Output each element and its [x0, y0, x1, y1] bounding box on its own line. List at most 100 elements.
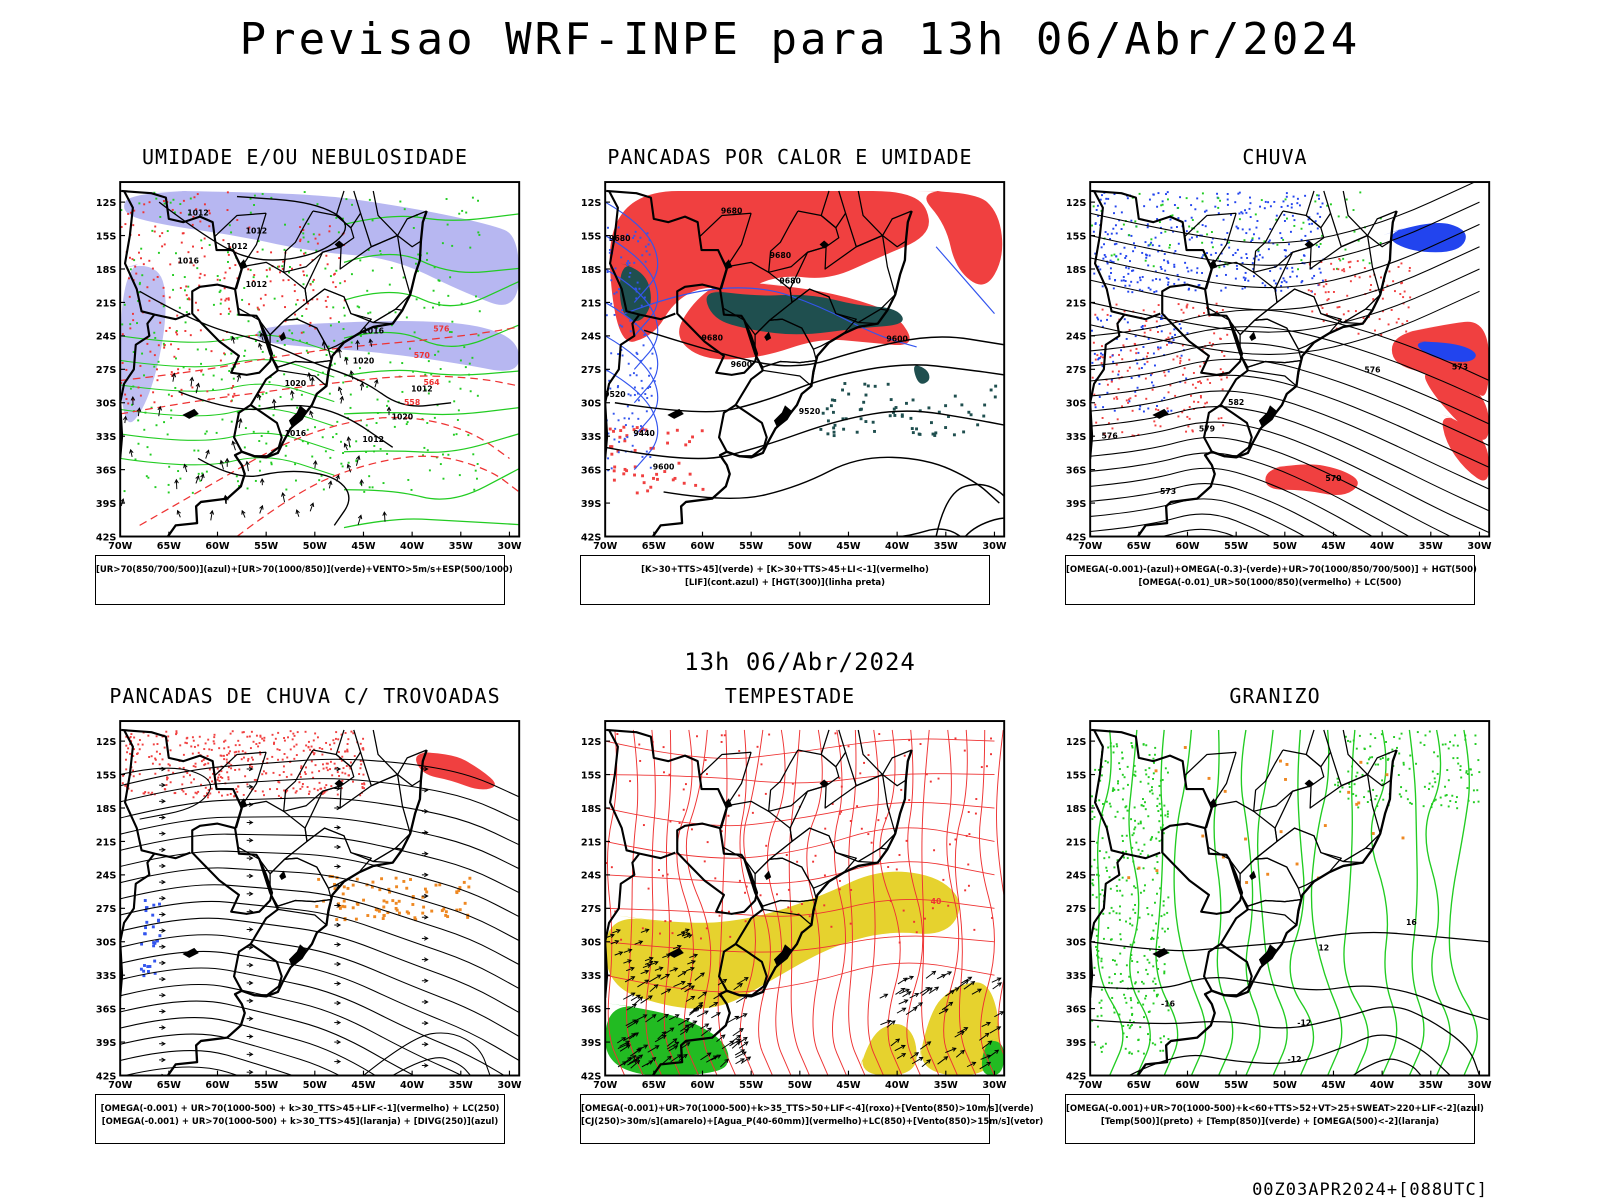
- wind-vector: [238, 418, 242, 429]
- rain-speckle: [1322, 320, 1325, 323]
- vector-head: [344, 356, 349, 362]
- precipitable-water-speckle: [903, 754, 906, 757]
- omega-speckle: [1314, 220, 1317, 223]
- precipitable-water-contour: [806, 729, 829, 1076]
- instability-speckle: [127, 747, 130, 750]
- vector-head: [336, 766, 342, 772]
- thickness-speckle: [232, 385, 235, 387]
- ur-low-speckle: [166, 230, 169, 233]
- vector-head: [161, 1009, 166, 1014]
- vector-head: [661, 1031, 667, 1036]
- vector-head: [986, 1021, 991, 1026]
- rain-speckle: [1382, 289, 1385, 292]
- omega-speckle: [1301, 280, 1304, 282]
- omega-speckle: [1280, 285, 1283, 287]
- omega-speckle: [1269, 270, 1272, 273]
- lat-tick-label: 15S: [96, 231, 116, 242]
- storm-speckle: [371, 880, 375, 884]
- rain-speckle: [1409, 296, 1412, 299]
- temp850-speckle: [1158, 794, 1161, 797]
- omega-speckle: [1295, 275, 1298, 278]
- ur-low-speckle: [215, 431, 218, 434]
- lifted-index-speckle: [645, 250, 648, 253]
- temp850-speckle: [1131, 1014, 1133, 1016]
- omega-speckle: [1198, 284, 1201, 286]
- instability-speckle: [242, 793, 245, 796]
- instability-speckle: [323, 786, 326, 789]
- lat-tick-label: 30S: [581, 938, 601, 949]
- vector-head: [738, 983, 743, 988]
- temp850-speckle: [1125, 1036, 1128, 1038]
- rain-speckle: [1327, 298, 1330, 301]
- instability-speckle: [122, 774, 125, 777]
- vector-head: [691, 960, 696, 965]
- vector-head: [951, 1047, 957, 1052]
- temp850-speckle: [1367, 758, 1370, 761]
- instability-speckle: [353, 755, 356, 757]
- omega-speckle: [1303, 254, 1306, 257]
- temp850-speckle: [1113, 866, 1116, 869]
- instability-speckle: [316, 789, 319, 792]
- thickness-speckle: [324, 299, 327, 302]
- streamline: [1090, 436, 1452, 537]
- vector-head: [224, 457, 230, 463]
- precipitable-water-speckle: [666, 873, 669, 876]
- temp850-speckle: [1099, 893, 1102, 896]
- rain-speckle: [1125, 399, 1128, 402]
- ur-low-speckle: [329, 456, 332, 459]
- rain-speckle: [1327, 291, 1330, 293]
- temp850-speckle: [1146, 907, 1149, 909]
- precipitable-water-speckle: [948, 843, 951, 846]
- ur-low-speckle: [167, 393, 170, 396]
- precipitable-water-speckle: [863, 761, 866, 764]
- temp850-speckle: [1118, 878, 1121, 881]
- main-title: Previsao WRF-INPE para 13h 06/Abr/2024: [239, 14, 1361, 65]
- vector-head: [136, 407, 142, 412]
- thickness-speckle: [265, 269, 268, 272]
- temp850-speckle: [1409, 801, 1412, 804]
- lon-tick-label: 45W: [1321, 541, 1345, 552]
- ur-low-speckle: [345, 198, 348, 201]
- rain-speckle: [1128, 366, 1131, 369]
- lat-tick-label: 36S: [1066, 1005, 1086, 1016]
- ur-low-speckle: [299, 249, 302, 252]
- precipitable-water-speckle: [870, 841, 873, 844]
- temp850-speckle: [1095, 873, 1098, 876]
- thickness-speckle: [192, 264, 195, 267]
- wind-vector: [124, 416, 127, 424]
- lifted-index-speckle: [627, 260, 630, 263]
- legend-line: [Temp(500)](preto) + [Temp(850)](verde) …: [1100, 1117, 1440, 1127]
- temp850-speckle: [1166, 810, 1169, 813]
- wind-vector: [627, 1059, 638, 1066]
- ur-low-contour: [120, 359, 335, 378]
- omega-speckle: [1148, 254, 1151, 257]
- temp850-speckle: [1347, 770, 1350, 773]
- wind-vector: [322, 341, 326, 351]
- temp850-speckle: [1436, 772, 1439, 775]
- temp850-speckle: [1128, 975, 1131, 978]
- lifted-index-speckle: [605, 314, 608, 317]
- instability-speckle: [345, 765, 348, 767]
- vector-head: [926, 1041, 932, 1046]
- wind-vector: [688, 1007, 700, 1016]
- ur-low-speckle: [433, 416, 436, 419]
- temp850-speckle: [1123, 946, 1126, 949]
- instability-speckle: [216, 767, 219, 770]
- omega-speckle: [1269, 228, 1272, 230]
- precipitable-water-speckle: [720, 741, 723, 743]
- omega-speckle: [1186, 332, 1189, 335]
- instability-speckle: [655, 472, 659, 476]
- omega-speckle: [1160, 315, 1163, 318]
- omega-speckle: [1345, 198, 1348, 201]
- omega500-speckle: [1183, 746, 1187, 749]
- vector-head: [895, 1038, 901, 1043]
- instability-speckle: [328, 743, 331, 746]
- instability-speckle: [301, 785, 304, 788]
- omega-speckle: [1223, 265, 1226, 268]
- precipitable-water-speckle: [764, 792, 767, 795]
- precipitable-water-speckle: [838, 879, 841, 882]
- lifted-index-speckle: [623, 437, 626, 440]
- instability-speckle: [175, 731, 178, 734]
- thickness-speckle: [170, 343, 172, 346]
- temp850-speckle: [1137, 848, 1140, 851]
